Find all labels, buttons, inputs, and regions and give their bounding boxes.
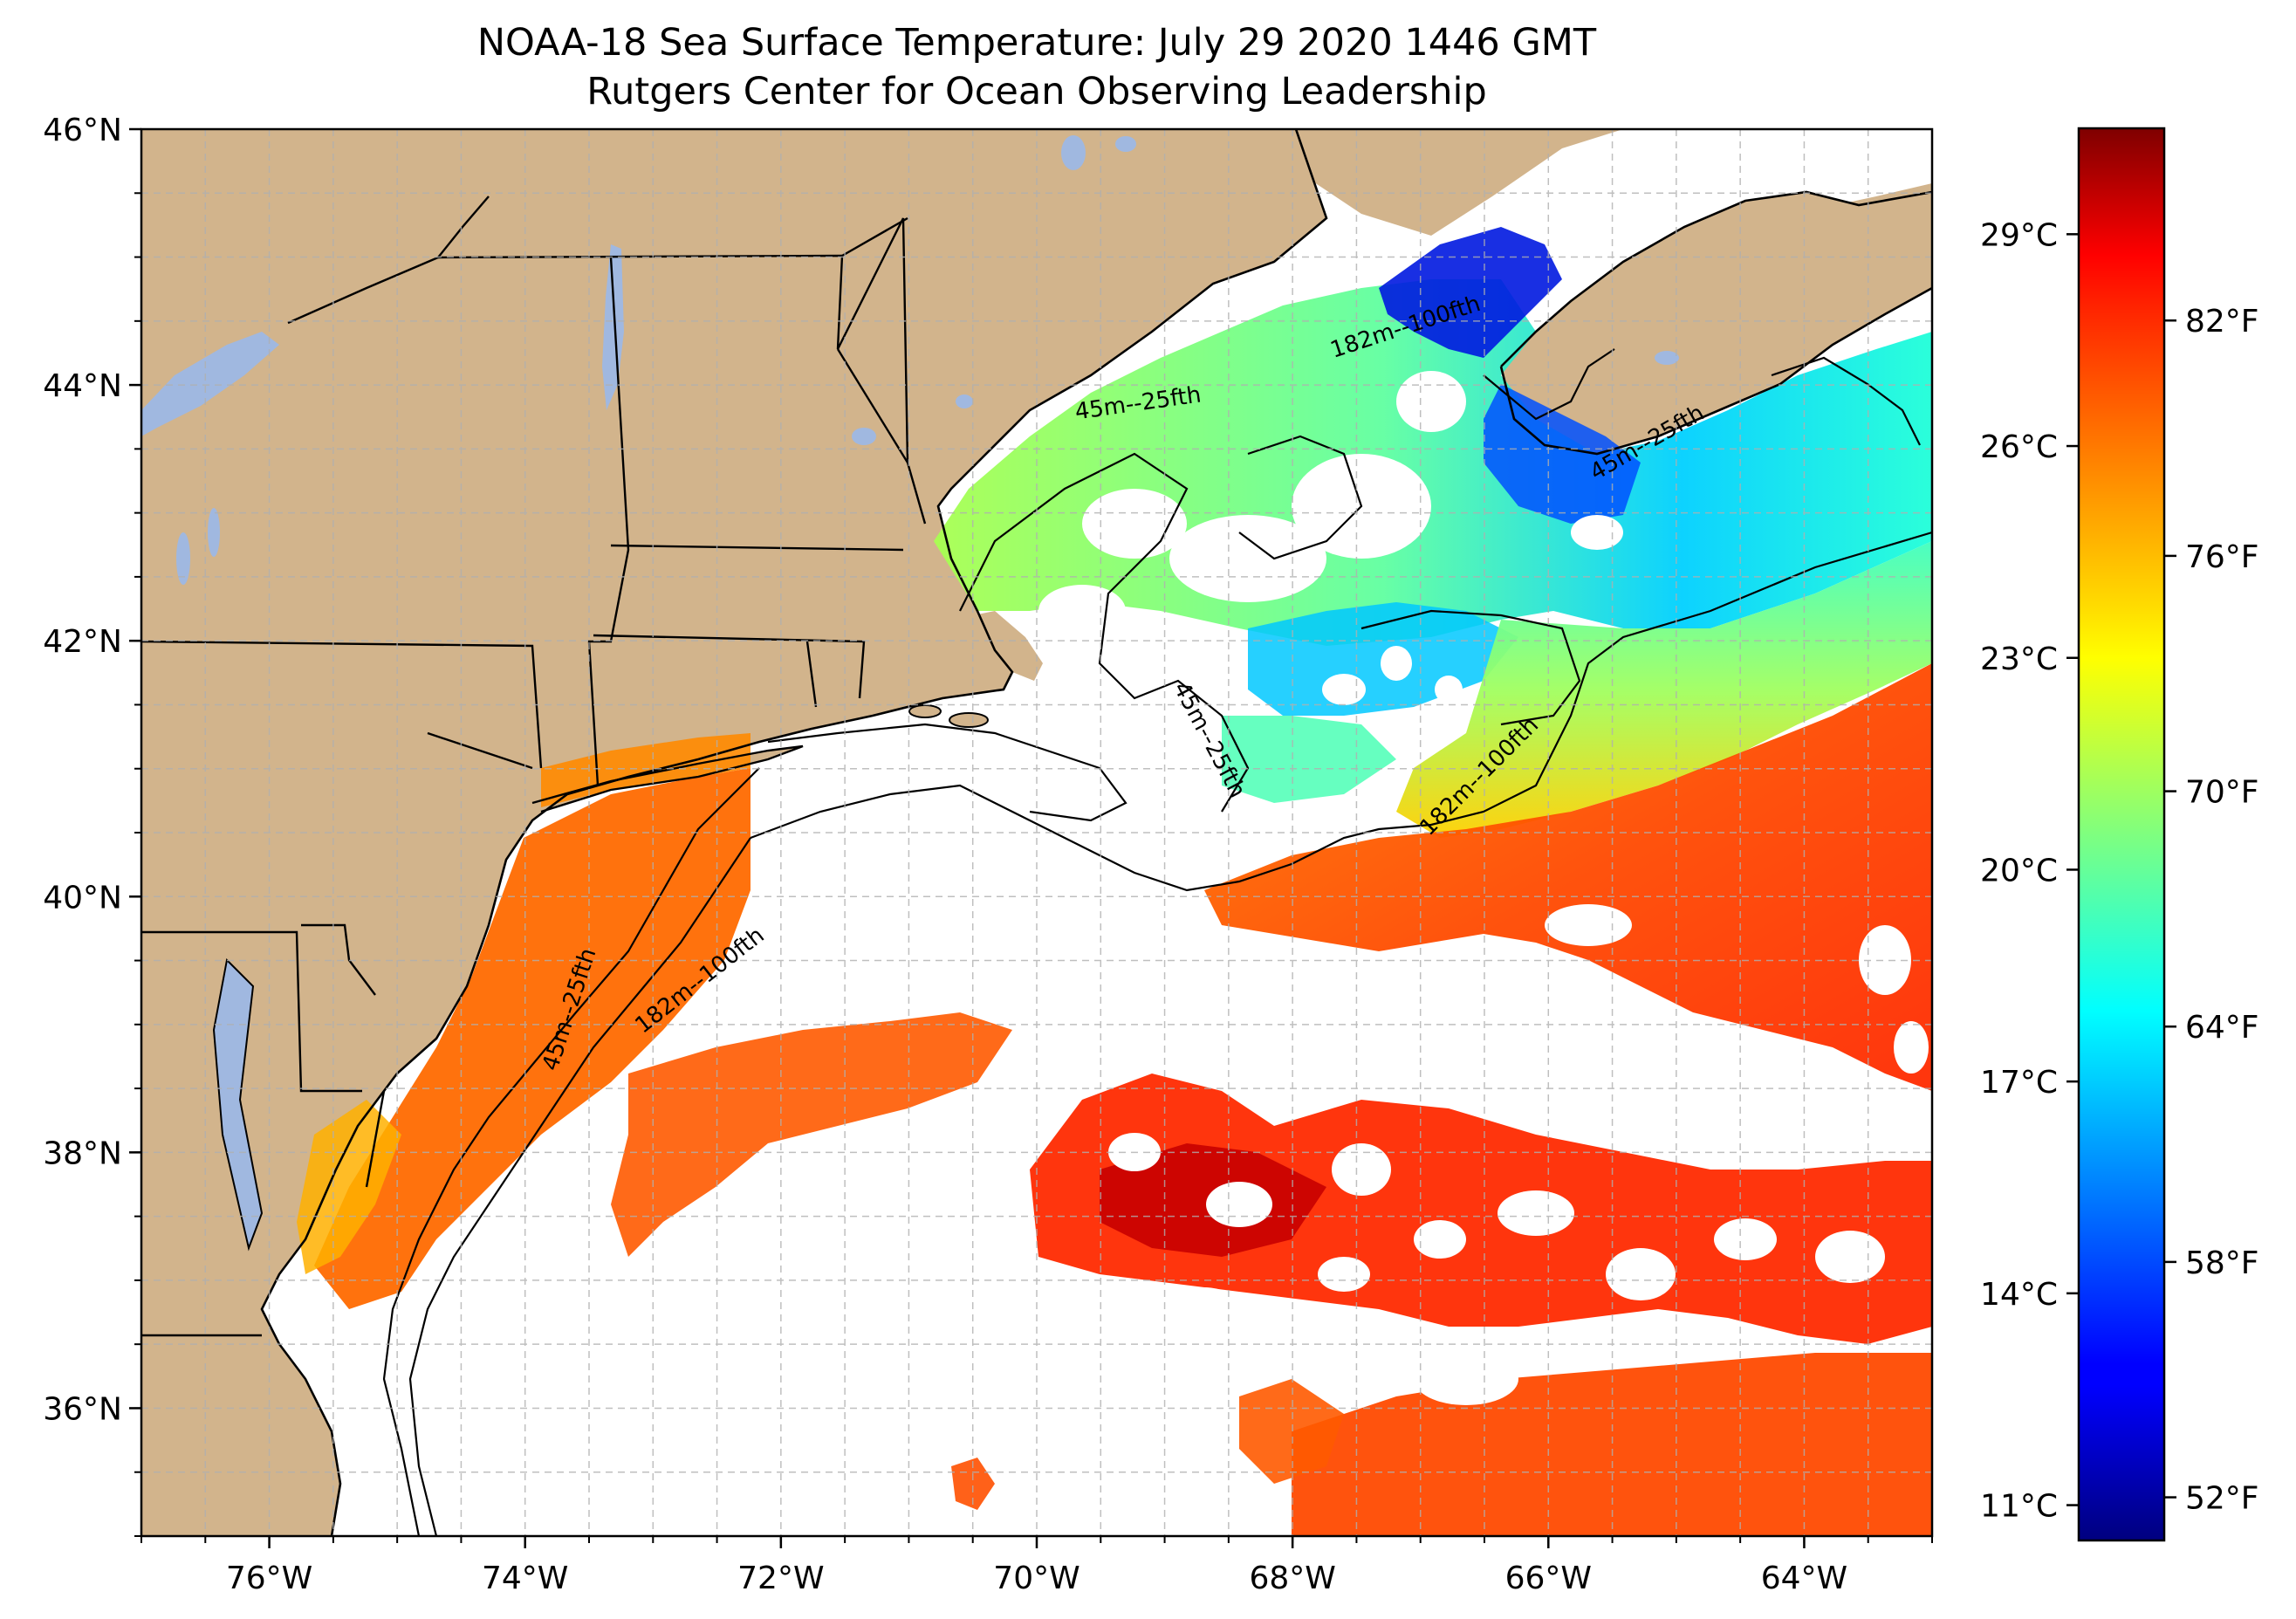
map-gridlines: [141, 129, 1932, 1536]
lake-cayuga: [208, 508, 220, 557]
lon-tick-label: 68°W: [1249, 1561, 1335, 1596]
colorbar-fahrenheit-label: 58°F: [2185, 1245, 2259, 1281]
sst-georges-cold: [1484, 384, 1641, 524]
sst-warm-patch-west: [611, 1012, 1012, 1257]
lake-grand: [1115, 136, 1136, 152]
lat-tick-label: 42°N: [43, 624, 122, 660]
longitude-axis: 76°W 74°W 72°W 70°W 68°W 66°W 64°W: [226, 1536, 1847, 1596]
sst-offshore-slope: [1204, 663, 1932, 1091]
land-marthas-vineyard: [908, 704, 942, 718]
colorbar: 29°C 26°C 23°C 20°C 17°C 14°C 11°C 82°F 76°F 70°…: [1980, 127, 2259, 1542]
lat-tick-label: 38°N: [43, 1135, 122, 1171]
coastline-chesapeake: [212, 957, 264, 1252]
colorbar-fahrenheit-ticks: 82°F 76°F 70°F 64°F 58°F 52°F: [2164, 304, 2259, 1517]
sst-scotian-shelf: [1396, 541, 1932, 838]
coastline-long-island: [531, 744, 804, 813]
colorbar-gradient: [2077, 127, 2166, 1542]
map-subtitle: Rutgers Center for Ocean Observing Leade…: [586, 70, 1487, 113]
colorbar-fahrenheit-label: 52°F: [2185, 1481, 2259, 1517]
lon-tick-label: 74°W: [482, 1561, 568, 1596]
coastline: [260, 129, 1328, 1536]
colorbar-fahrenheit-label: 64°F: [2185, 1010, 2259, 1046]
land-mainland: [141, 129, 1326, 1536]
lake-moosehead: [1061, 135, 1086, 170]
lat-tick-label: 44°N: [43, 368, 122, 404]
lake-seneca: [176, 532, 190, 585]
colorbar-fahrenheit-label: 82°F: [2185, 304, 2259, 340]
chesapeake-bay-water: [214, 960, 262, 1248]
colorbar-celsius-label: 11°C: [1980, 1489, 2058, 1525]
minor-ticks: [134, 128, 1933, 1543]
sst-warm-patch-mid: [1239, 1379, 1344, 1484]
sst-georges-green: [1222, 716, 1396, 803]
colorbar-celsius-ticks: 29°C 26°C 23°C 20°C 17°C 14°C 11°C: [1980, 217, 2079, 1525]
land-cape-cod: [951, 611, 1043, 681]
lake-winnipesaukee: [852, 428, 876, 445]
lat-tick-label: 46°N: [43, 113, 122, 148]
colorbar-celsius-label: 29°C: [1980, 217, 2058, 253]
colorbar-celsius-label: 17°C: [1980, 1065, 2058, 1101]
land-nova-scotia: [1501, 192, 1932, 454]
lon-tick-label: 72°W: [737, 1561, 824, 1596]
colorbar-celsius-label: 26°C: [1980, 429, 2058, 465]
colorbar-celsius-label: 23°C: [1980, 641, 2058, 677]
lake-sebago: [956, 394, 973, 408]
map-area: 45m--25fth182m--100fth45m--25fth45m--25f…: [141, 129, 1932, 1536]
map-title: NOAA-18 Sea Surface Temperature: July 29…: [476, 21, 1597, 65]
sst-gulf-stream-1: [1030, 1074, 1932, 1344]
lat-tick-label: 40°N: [43, 880, 122, 916]
lat-tick-label: 36°N: [43, 1391, 122, 1427]
lon-tick-label: 70°W: [993, 1561, 1079, 1596]
sst-coastal-orange-north: [541, 733, 750, 807]
lake-ontario: [141, 332, 279, 436]
state-borders: [141, 196, 927, 1337]
latitude-axis: 46°N 44°N 42°N 40°N 38°N 36°N: [43, 113, 141, 1427]
colorbar-celsius-label: 20°C: [1980, 853, 2058, 888]
colorbar-celsius-label: 14°C: [1980, 1277, 2058, 1313]
sst-warm-patch-small: [951, 1458, 995, 1510]
colorbar-fahrenheit-label: 70°F: [2185, 775, 2259, 811]
colorbar-fahrenheit-label: 76°F: [2185, 539, 2259, 575]
lon-tick-label: 76°W: [226, 1561, 312, 1596]
sst-bay-of-fundy-cold: [1379, 227, 1562, 358]
lake-rossignol: [1655, 351, 1679, 365]
sst-mid-atlantic-coastal: [314, 768, 750, 1309]
lon-tick-label: 64°W: [1761, 1561, 1847, 1596]
lon-tick-label: 66°W: [1505, 1561, 1592, 1596]
land-nantucket: [949, 712, 989, 728]
